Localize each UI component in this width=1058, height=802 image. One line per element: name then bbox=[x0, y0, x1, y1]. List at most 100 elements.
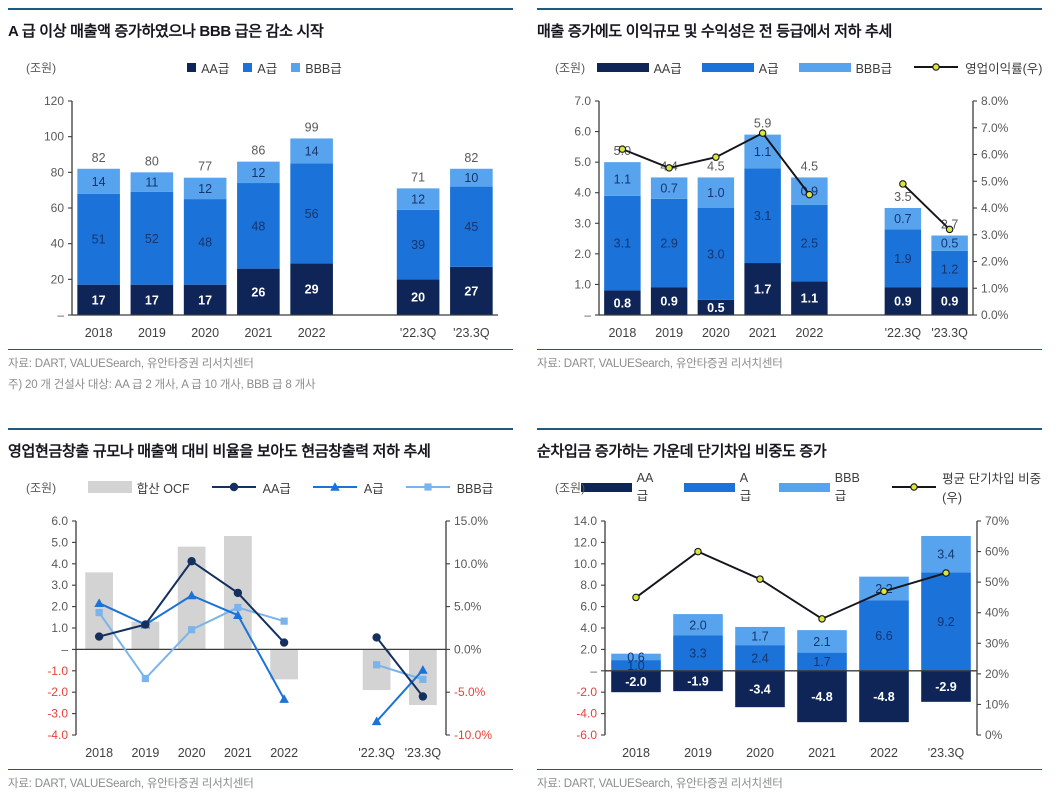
source-text: 자료: DART, VALUESearch, 유안타증권 리서치센터 bbox=[537, 358, 783, 370]
legend-item: A급 bbox=[243, 58, 277, 77]
svg-text:0.9: 0.9 bbox=[941, 295, 958, 309]
legend-line-swatch bbox=[892, 483, 937, 491]
svg-text:2.0: 2.0 bbox=[51, 600, 68, 614]
svg-text:4.0: 4.0 bbox=[580, 621, 597, 635]
svg-text:-4.8: -4.8 bbox=[811, 690, 833, 704]
svg-text:'23.3Q: '23.3Q bbox=[931, 326, 968, 340]
svg-text:10: 10 bbox=[464, 171, 478, 185]
svg-text:2021: 2021 bbox=[224, 746, 252, 760]
svg-text:2019: 2019 bbox=[131, 746, 159, 760]
legend-swatch bbox=[581, 482, 632, 492]
svg-text:40%: 40% bbox=[985, 606, 1009, 620]
svg-text:2.9: 2.9 bbox=[660, 237, 677, 251]
svg-text:-6.0: -6.0 bbox=[576, 728, 597, 742]
legend-line-swatch bbox=[312, 482, 357, 491]
bar-series-group bbox=[604, 134, 968, 315]
svg-text:2020: 2020 bbox=[702, 326, 730, 340]
svg-text:3.0: 3.0 bbox=[574, 216, 591, 230]
svg-text:12.0: 12.0 bbox=[574, 535, 598, 549]
sales-stacked-bar-chart: 120 100 80 60 40 20 – 17 51 14 82 17 52 11 80 17 48 12 77 2… bbox=[44, 94, 498, 340]
svg-text:100: 100 bbox=[44, 130, 64, 144]
svg-text:2020: 2020 bbox=[746, 746, 774, 760]
svg-text:5.0: 5.0 bbox=[51, 535, 68, 549]
legend-label: A급 bbox=[739, 470, 752, 503]
legend-swatch bbox=[243, 62, 253, 72]
svg-text:48: 48 bbox=[198, 235, 212, 249]
svg-text:12: 12 bbox=[251, 166, 265, 180]
svg-text:30%: 30% bbox=[985, 636, 1009, 650]
svg-text:82: 82 bbox=[464, 151, 478, 165]
svg-text:71: 71 bbox=[411, 170, 425, 184]
category-labels: 2018 2019 2020 2021 2022 '22.3Q '23.3Q bbox=[608, 326, 968, 340]
svg-text:80: 80 bbox=[51, 165, 65, 179]
legend-items: AA급 A급 BBB급 bbox=[187, 58, 342, 77]
svg-text:10%: 10% bbox=[985, 697, 1009, 711]
svg-text:'23.3Q: '23.3Q bbox=[928, 746, 965, 760]
svg-text:4.5: 4.5 bbox=[707, 159, 724, 173]
svg-text:80: 80 bbox=[145, 154, 159, 168]
svg-text:-4.0: -4.0 bbox=[576, 707, 597, 721]
legend-item: AA급 bbox=[187, 58, 229, 77]
svg-text:1.0: 1.0 bbox=[51, 621, 68, 635]
legend-swatch bbox=[187, 62, 197, 72]
svg-text:4.0%: 4.0% bbox=[981, 201, 1009, 215]
svg-text:5.0%: 5.0% bbox=[981, 174, 1009, 188]
svg-text:2018: 2018 bbox=[622, 746, 650, 760]
legend-item: BBB급 bbox=[291, 58, 342, 77]
legend-item: 평균 단기차입 비중(우) bbox=[890, 468, 1058, 506]
svg-text:1.7: 1.7 bbox=[751, 630, 768, 644]
svg-text:6.0: 6.0 bbox=[574, 125, 591, 139]
svg-text:39: 39 bbox=[411, 238, 425, 252]
legend-item: AA급 bbox=[210, 478, 291, 497]
svg-text:2019: 2019 bbox=[138, 326, 166, 340]
svg-text:1.0: 1.0 bbox=[574, 277, 591, 291]
svg-text:4.5: 4.5 bbox=[801, 159, 818, 173]
chart-legend-row: (조원) 합산 OCF AA급 A급 BBB급 bbox=[0, 475, 529, 499]
svg-text:0%: 0% bbox=[985, 728, 1003, 742]
svg-text:14: 14 bbox=[92, 175, 106, 189]
panel-sales-by-grade: A 급 이상 매출액 증가하였으나 BBB 급은 감소 시작 (조원) AA급 A… bbox=[0, 0, 529, 420]
legend-item: A급 bbox=[684, 471, 759, 504]
footnote-text: 주) 20 개 건설사 대상: AA 급 2 개사, A 급 10 개사, BB… bbox=[8, 379, 316, 391]
legend-item: BBB급 bbox=[798, 58, 892, 77]
panel-bottom-rule bbox=[537, 349, 1042, 350]
bar-series-group bbox=[77, 138, 493, 315]
svg-text:-4.8: -4.8 bbox=[873, 690, 895, 704]
svg-text:6.0: 6.0 bbox=[580, 600, 597, 614]
svg-text:20%: 20% bbox=[985, 667, 1009, 681]
svg-text:5.0: 5.0 bbox=[574, 155, 591, 169]
legend-item: AA급 bbox=[596, 58, 682, 77]
svg-text:2.1: 2.1 bbox=[813, 635, 830, 649]
svg-text:2.7: 2.7 bbox=[941, 218, 958, 232]
svg-text:9.2: 9.2 bbox=[937, 615, 954, 629]
legend-swatch bbox=[798, 62, 851, 72]
svg-text:6.0%: 6.0% bbox=[981, 148, 1009, 162]
legend-label: 합산 OCF bbox=[136, 481, 190, 496]
category-labels: 2018 2019 2020 2021 2022 '23.3Q bbox=[622, 746, 964, 760]
netdebt-stacked-bar-line-chart: 14.0 12.0 10.0 8.0 6.0 4.0 2.0 – -2.0 -4.0 -6.0 70%… bbox=[574, 514, 1010, 760]
svg-text:3.1: 3.1 bbox=[614, 237, 631, 251]
svg-text:14.0: 14.0 bbox=[574, 514, 598, 528]
line-series-group bbox=[94, 557, 428, 726]
svg-text:-1.0: -1.0 bbox=[47, 664, 68, 678]
chart-legend-row: (조원) AA급 A급 BBB급 영업이익률(우) bbox=[529, 55, 1058, 79]
svg-text:-3.4: -3.4 bbox=[749, 682, 771, 696]
svg-text:0.9: 0.9 bbox=[894, 295, 911, 309]
svg-text:2021: 2021 bbox=[244, 326, 272, 340]
svg-text:7.0%: 7.0% bbox=[981, 121, 1009, 135]
svg-text:26: 26 bbox=[251, 285, 265, 299]
legend-label: A급 bbox=[363, 481, 384, 496]
svg-text:0.0%: 0.0% bbox=[981, 308, 1009, 322]
svg-text:20: 20 bbox=[51, 272, 65, 286]
svg-text:-2.0: -2.0 bbox=[576, 685, 597, 699]
svg-text:0.9: 0.9 bbox=[660, 295, 677, 309]
svg-text:2.0%: 2.0% bbox=[981, 255, 1009, 269]
svg-text:1.1: 1.1 bbox=[754, 145, 771, 159]
svg-text:2018: 2018 bbox=[85, 746, 113, 760]
svg-text:2021: 2021 bbox=[808, 746, 836, 760]
category-labels: 2018 2019 2020 2021 2022 '22.3Q '23.3Q bbox=[85, 326, 490, 340]
svg-text:2022: 2022 bbox=[795, 326, 823, 340]
legend-label: BBB급 bbox=[456, 481, 494, 496]
axis-unit-label: (조원) bbox=[26, 480, 57, 495]
chart-title: 순차입금 증가하는 가운데 단기차입 비중도 증가 bbox=[537, 443, 827, 460]
